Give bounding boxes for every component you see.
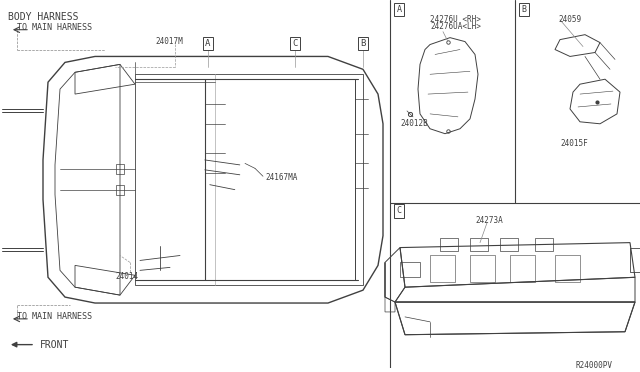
Text: 24014: 24014: [115, 272, 138, 281]
Text: 24012B: 24012B: [400, 119, 428, 128]
Text: 24167MA: 24167MA: [265, 173, 298, 182]
Text: TO MAIN HARNESS: TO MAIN HARNESS: [17, 312, 92, 321]
Text: B: B: [522, 6, 527, 15]
Text: 24059: 24059: [558, 15, 581, 24]
Text: B: B: [360, 39, 365, 48]
Text: BODY HARNESS: BODY HARNESS: [8, 12, 79, 22]
Text: C: C: [397, 206, 401, 215]
Text: A: A: [205, 39, 211, 48]
Text: A: A: [397, 6, 401, 15]
Text: 24273A: 24273A: [475, 216, 503, 225]
Text: C: C: [292, 39, 298, 48]
Text: TO MAIN HARNESS: TO MAIN HARNESS: [17, 23, 92, 32]
Text: R24000PV: R24000PV: [575, 362, 612, 371]
Text: 24276U <RH>: 24276U <RH>: [430, 15, 481, 24]
Text: 24017M: 24017M: [155, 36, 183, 46]
Text: 24015F: 24015F: [560, 139, 588, 148]
Text: 24276UA<LH>: 24276UA<LH>: [430, 22, 481, 31]
Text: FRONT: FRONT: [40, 340, 69, 350]
